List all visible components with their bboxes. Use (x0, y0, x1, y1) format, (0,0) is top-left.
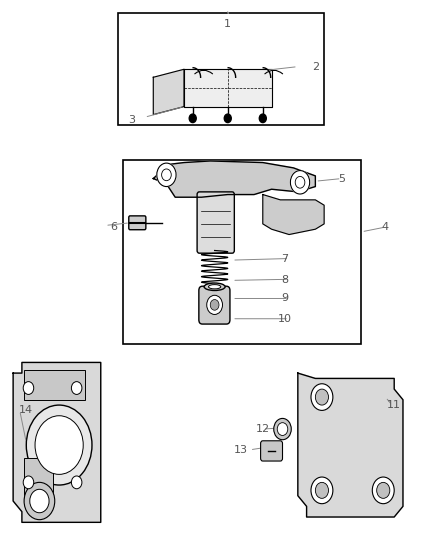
Circle shape (71, 476, 82, 489)
Polygon shape (298, 373, 403, 517)
Bar (118, 13, 324, 125)
Polygon shape (153, 69, 184, 115)
Circle shape (189, 114, 196, 123)
FancyBboxPatch shape (197, 192, 234, 253)
Circle shape (290, 171, 310, 194)
Circle shape (311, 384, 333, 410)
Text: 9: 9 (281, 294, 288, 303)
Text: 5: 5 (338, 174, 345, 183)
Text: 14: 14 (19, 406, 33, 415)
Circle shape (23, 476, 34, 489)
FancyBboxPatch shape (261, 441, 283, 461)
Circle shape (30, 489, 49, 513)
Polygon shape (184, 69, 272, 107)
Circle shape (274, 418, 291, 440)
Text: 4: 4 (382, 222, 389, 231)
Text: 11: 11 (387, 400, 401, 410)
Text: 12: 12 (256, 424, 270, 434)
Text: 3: 3 (128, 115, 135, 125)
Circle shape (311, 477, 333, 504)
FancyBboxPatch shape (199, 286, 230, 324)
Text: 10: 10 (278, 314, 292, 324)
Bar (24, 370, 85, 400)
Text: 1: 1 (224, 19, 231, 29)
Circle shape (207, 295, 223, 314)
Text: 7: 7 (281, 254, 288, 263)
Polygon shape (153, 161, 315, 197)
Circle shape (224, 114, 231, 123)
Circle shape (259, 114, 266, 123)
Ellipse shape (208, 285, 221, 289)
Text: 13: 13 (234, 446, 248, 455)
Circle shape (377, 482, 390, 498)
Circle shape (372, 477, 394, 504)
Circle shape (23, 382, 34, 394)
Bar (24, 458, 53, 501)
Text: 2: 2 (312, 62, 319, 71)
Circle shape (26, 405, 92, 485)
Polygon shape (13, 362, 101, 522)
Circle shape (71, 382, 82, 394)
Circle shape (24, 482, 55, 520)
Circle shape (315, 389, 328, 405)
Circle shape (277, 423, 288, 435)
Circle shape (35, 416, 83, 474)
Text: 8: 8 (281, 275, 288, 285)
Polygon shape (263, 195, 324, 235)
Circle shape (210, 300, 219, 310)
FancyBboxPatch shape (129, 216, 146, 230)
Circle shape (315, 482, 328, 498)
Ellipse shape (204, 283, 225, 290)
Text: 6: 6 (110, 222, 117, 231)
Circle shape (157, 163, 176, 187)
Bar (123, 160, 361, 344)
